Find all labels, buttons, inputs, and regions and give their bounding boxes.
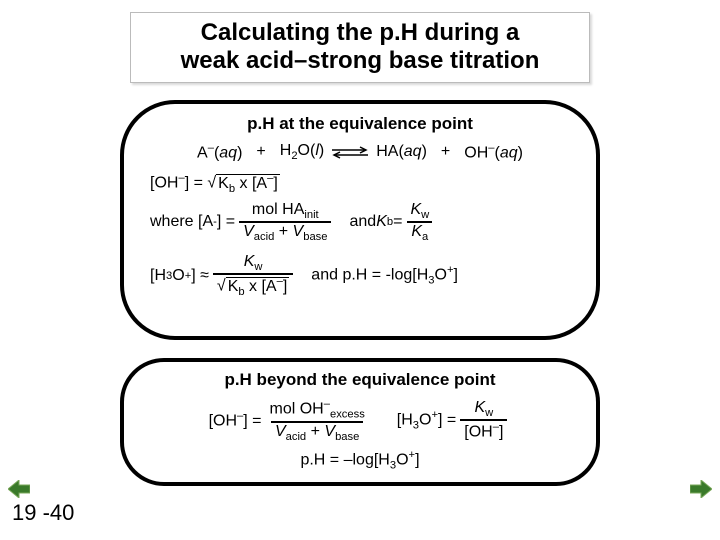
species-A: A–(aq) <box>197 142 242 162</box>
title-line1: Calculating the p.H during a <box>139 19 581 47</box>
oh-expression: [OH–] = √Kb x [A–] <box>150 172 570 195</box>
equivalence-point-box: p.H at the equivalence point A–(aq) + H2… <box>120 100 600 340</box>
box2-oh-expression: [OH–] = mol OH–excess Vacid + Vbase [H3O… <box>148 398 572 443</box>
deco-right-icon <box>690 480 712 498</box>
species-H2O: H2O(l) <box>280 142 324 162</box>
page-number: 19 -40 <box>12 500 74 526</box>
equilibrium-arrow-icon <box>330 145 370 159</box>
beyond-equivalence-box: p.H beyond the equivalence point [OH–] =… <box>120 358 600 486</box>
box2-ph-expression: p.H = –log[H3O+] <box>148 449 572 472</box>
fraction-kw-over-oh: Kw [OH–] <box>460 399 507 442</box>
deco-left-icon <box>8 480 30 498</box>
box2-heading: p.H beyond the equivalence point <box>148 370 572 390</box>
plus-1: + <box>256 143 265 161</box>
species-OH: OH–(aq) <box>464 142 523 162</box>
equilibrium-equation: A–(aq) + H2O(l) HA(aq) + OH–(aq) <box>150 142 570 162</box>
fraction-kw-ka: Kw Ka <box>406 201 433 243</box>
a-minus-definition: where [A-] = mol HAinit Vacid + Vbase an… <box>150 201 570 243</box>
fraction-molHA: mol HAinit Vacid + Vbase <box>239 201 331 243</box>
title-line2: weak acid–strong base titration <box>139 47 581 75</box>
fraction-molOH-excess: mol OH–excess Vacid + Vbase <box>266 398 369 443</box>
box1-heading: p.H at the equivalence point <box>150 114 570 134</box>
species-HA: HA(aq) <box>376 143 427 161</box>
plus-2: + <box>441 143 450 161</box>
fraction-kw-over-root: Kw √Kb x [A–] <box>213 253 293 298</box>
title-box: Calculating the p.H during a weak acid–s… <box>130 12 590 83</box>
h3o-expression: [H3O+] ≈ Kw √Kb x [A–] and p.H = -log[H3… <box>150 253 570 298</box>
